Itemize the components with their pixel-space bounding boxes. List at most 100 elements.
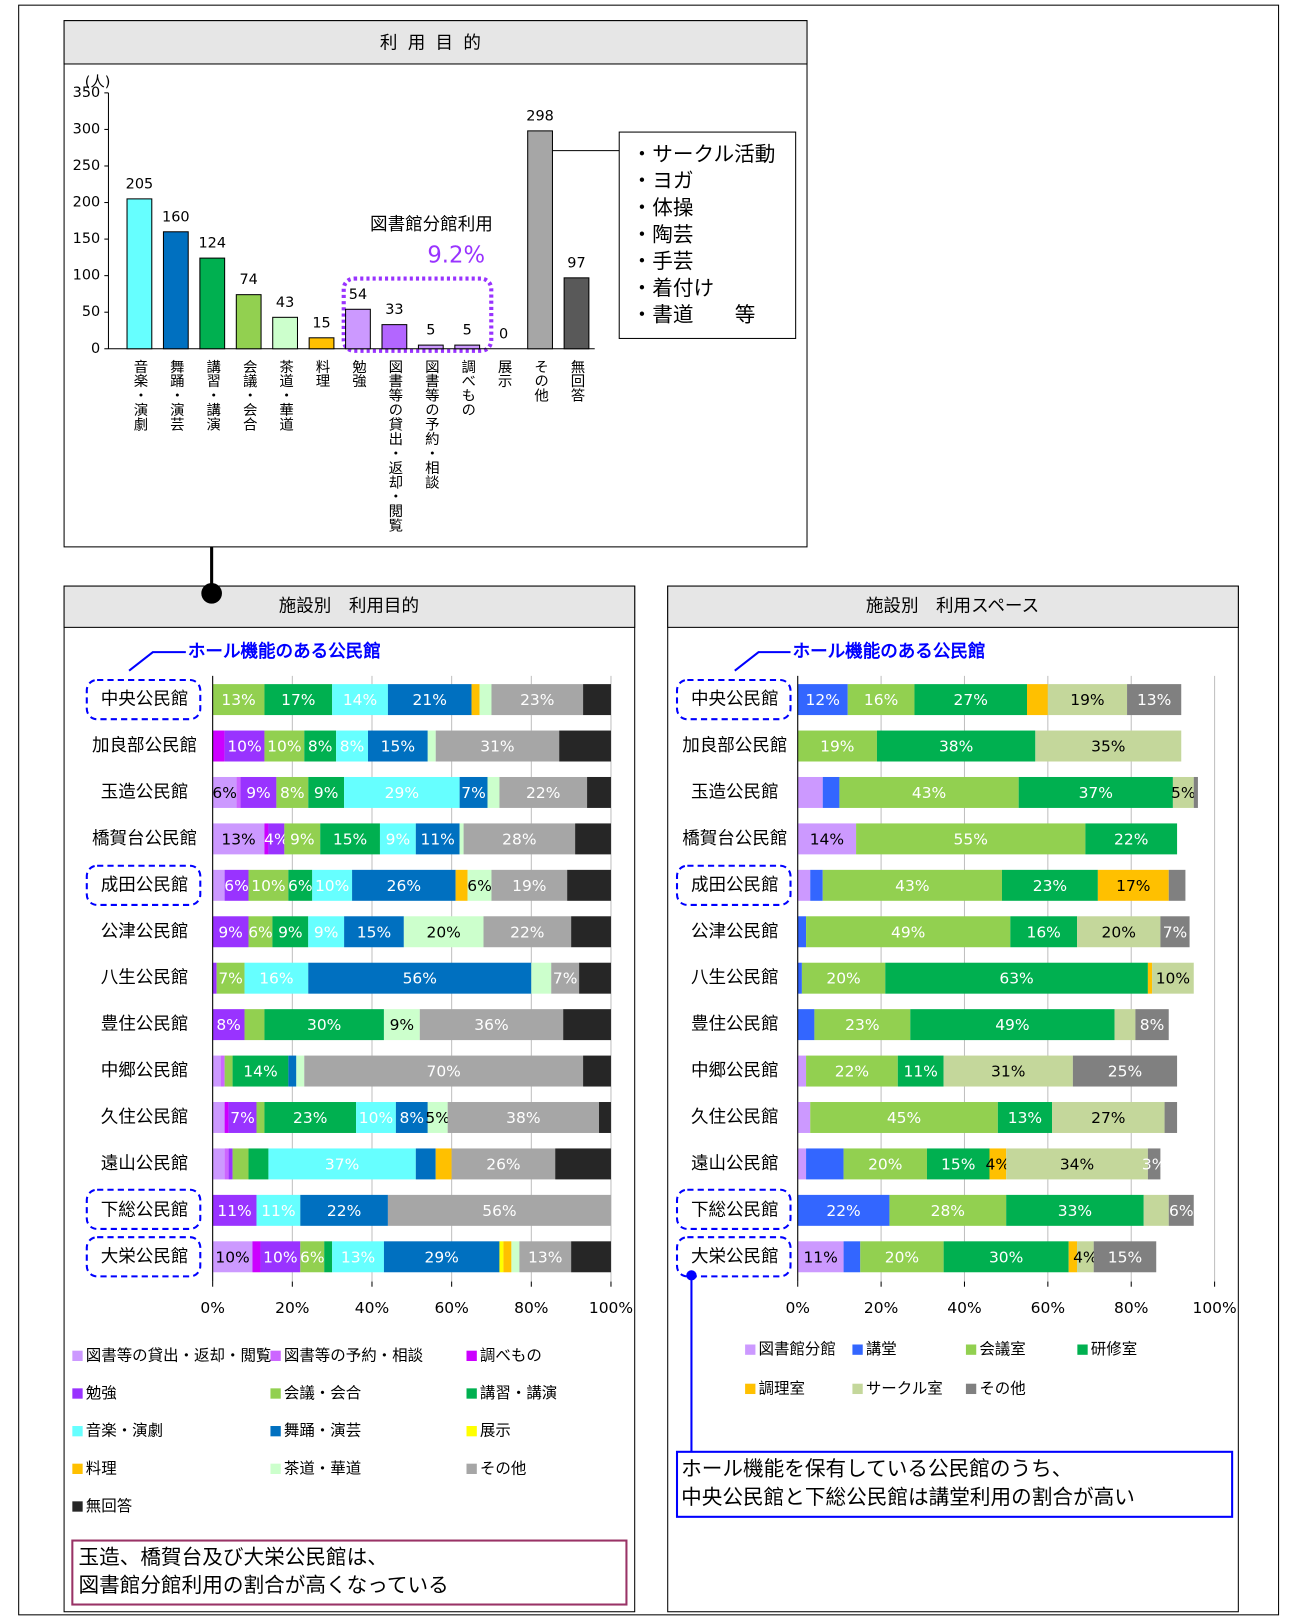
bar-segment [240,776,277,808]
panel-title: 利用目的 [380,33,491,53]
value-label: 298 [526,108,554,124]
bar [345,308,371,350]
x-tick-label: 展示 [496,359,512,388]
value-label: 20% [1102,923,1136,941]
value-label: 8% [280,784,305,802]
value-label: 16% [1026,923,1060,941]
bar-segment [797,776,823,808]
bar-segment [943,1241,1069,1273]
bar [272,316,299,350]
value-label: 22% [327,1202,361,1220]
bar-segment [224,1102,229,1133]
value-label: 5% [425,1109,450,1127]
bar-segment [296,1055,305,1087]
value-label: 22% [835,1063,869,1081]
legend-label: 会議室 [979,1340,1025,1358]
bar [126,198,153,350]
bar-segment [224,1055,233,1087]
bar-segment [379,823,416,855]
value-label: 9% [218,923,243,941]
y-tick-label: 遠山公民館 [101,1154,189,1174]
bar-segment [459,776,488,808]
value-label: 11% [803,1248,837,1266]
value-label: 205 [126,176,154,192]
note-dot [686,1270,697,1281]
value-label: 20% [885,1248,919,1266]
note-box [675,1450,1234,1518]
value-label: 5 [463,323,472,339]
value-label: 12% [806,691,840,709]
value-label: 124 [198,236,226,252]
y-tick-label: 久住公民館 [691,1107,779,1127]
value-label: 4% [264,830,289,848]
value-label: 6% [212,784,237,802]
bar-segment [797,916,807,948]
value-label: 7% [461,784,486,802]
bar-segment [839,776,1019,808]
x-tick-label: 無回答 [569,359,585,403]
value-label: 23% [293,1109,327,1127]
value-label: 15% [941,1155,975,1173]
y-tick-label: 玉造公民館 [691,782,779,802]
bar-segment [1047,684,1128,716]
x-tick-label: 60% [1031,1299,1065,1317]
bar-segment [822,869,1002,901]
bar-segment [1001,869,1098,901]
value-label: 49% [995,1016,1029,1034]
x-tick-label: 会議・会合 [241,359,257,432]
bar-segment [797,1148,807,1180]
bar-segment [387,1194,611,1226]
y-unit: (人) [85,74,111,91]
bar-segment [491,684,584,716]
legend-label: 会議・会合 [284,1384,361,1402]
bar-segment [1093,1241,1157,1273]
bar [162,231,189,350]
value-label: 56% [403,970,437,988]
value-label: 17% [281,691,315,709]
bar-segment [843,1241,861,1273]
legend-swatch [745,1344,756,1355]
bar-segment [1135,1009,1169,1041]
bar-segment [244,1009,265,1041]
x-tick-label: 20% [275,1299,309,1317]
value-label: 8% [1140,1016,1165,1034]
value-label: 54 [349,287,367,303]
annotation-value: 9.2% [427,242,485,268]
bar-segment [268,1148,416,1180]
x-tick-label: 勉強 [350,359,366,388]
value-label: 29% [424,1248,458,1266]
y-tick-label: 中央公民館 [101,690,189,710]
bar-segment [1010,916,1078,948]
bar-segment [332,1241,384,1273]
bar-segment [843,1148,927,1180]
x-tick-label: 100% [589,1299,633,1317]
bar-segment [571,916,611,948]
value-label: 35% [1091,738,1125,756]
value-label: 63% [999,970,1033,988]
value-label: 0 [499,326,508,342]
value-label: 13% [221,691,255,709]
value-label: 45% [887,1109,921,1127]
bar-segment [300,1241,325,1273]
value-label: 31% [991,1063,1025,1081]
note: 玉造、橋賀台及び大栄公民館は、 [79,1545,388,1569]
bar-segment [435,1148,452,1180]
value-label: 11% [217,1202,251,1220]
bar-segment [471,684,480,716]
value-label: 33 [385,302,403,318]
value-label: 11% [261,1202,295,1220]
value-label: 31% [480,738,514,756]
page-frame [18,4,1280,1616]
y-tick-label: 0 [91,341,100,357]
y-tick-label: 250 [73,158,101,174]
legend-label: その他 [979,1379,1025,1397]
y-tick-label: 成田公民館 [691,875,779,895]
legend-label: 研修室 [1091,1340,1137,1358]
legend-label: 無回答 [86,1497,133,1515]
value-label: 5 [426,323,435,339]
bar-segment [248,916,273,948]
legend-swatch [745,1383,756,1395]
callout-item: ・ヨガ [632,169,694,193]
highlight-box [675,864,792,906]
